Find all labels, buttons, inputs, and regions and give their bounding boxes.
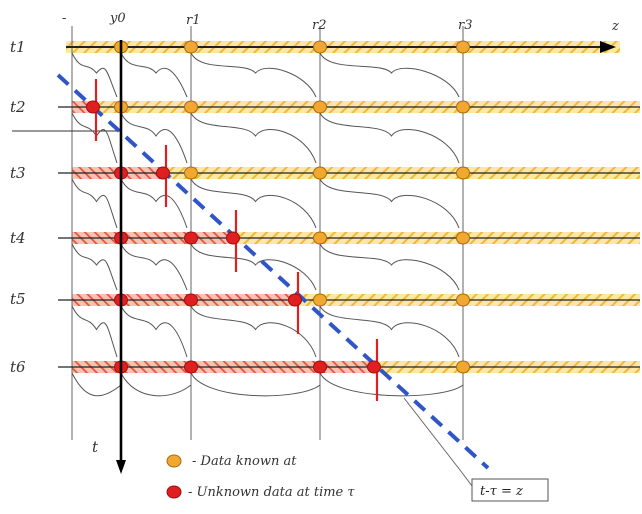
point-row-6-col-4 <box>456 360 470 374</box>
axis-top-label-z: z <box>611 19 619 34</box>
arrow-r4-c3 <box>190 243 317 291</box>
data-points <box>86 40 470 374</box>
arrow-r1-c2 <box>120 52 188 98</box>
arrow-r5-c1 <box>71 305 118 358</box>
propagation-arrows <box>71 52 464 397</box>
arrow-bottom-2 <box>120 372 192 397</box>
row-label-t2: t2 <box>10 98 26 116</box>
column-labels: - y0 r1 r2 r3 z <box>62 11 619 34</box>
column-label-y0: y0 <box>109 11 126 26</box>
arrow-bottom-4 <box>319 372 464 397</box>
arrow-r2-c2 <box>120 112 188 164</box>
axis-top-left-label: - <box>62 11 66 26</box>
boundary-label-box <box>471 478 549 502</box>
arrow-r2-c4 <box>319 112 460 164</box>
arrow-r4-c2 <box>120 243 188 291</box>
arrow-r2-c3 <box>190 112 317 164</box>
boundary-point-row-5 <box>288 293 302 307</box>
arrow-bottom-3 <box>190 372 321 397</box>
point-row-5-col-4 <box>456 293 470 307</box>
point-row-2-col-2 <box>184 100 198 114</box>
row-lines <box>12 46 640 368</box>
point-row-1-col-4 <box>456 40 470 54</box>
point-row-4-col-3 <box>313 231 327 245</box>
point-row-1-col-3 <box>313 40 327 54</box>
point-row-4-col-2 <box>184 231 198 245</box>
legend-unknown-label: - Unknown data at time τ <box>188 485 355 500</box>
row-label-t5: t5 <box>10 290 26 308</box>
boundary-callout: t-τ = z <box>403 397 549 502</box>
boundary-dashed-line <box>56 73 490 470</box>
boundary-point-row-6 <box>367 360 381 374</box>
arrow-r3-c3 <box>190 178 317 229</box>
row-label-t6: t6 <box>10 358 26 376</box>
arrow-r3-c1 <box>71 178 118 229</box>
point-row-2-col-4 <box>456 100 470 114</box>
point-row-6-col-2 <box>184 360 198 374</box>
arrow-r1-c1 <box>71 52 118 98</box>
row-bands <box>66 41 640 373</box>
time-axis-arrow <box>116 460 126 474</box>
arrow-r4-c1 <box>71 243 118 291</box>
row-labels: t1 t2 t3 t4 t5 t6 <box>10 38 26 376</box>
arrow-r3-c2 <box>120 178 188 229</box>
arrow-r4-c4 <box>319 243 460 291</box>
boundary-point-row-2 <box>86 100 100 114</box>
boundary-point-row-4 <box>226 231 240 245</box>
boundary-label: t-τ = z <box>480 484 523 499</box>
legend: - Data known at - Unknown data at time τ <box>166 454 355 500</box>
row-label-t3: t3 <box>10 164 26 182</box>
legend-known-dot <box>166 454 182 468</box>
arrow-r5-c4 <box>319 305 460 358</box>
column-label-r3: r3 <box>458 18 473 33</box>
arrow-bottom-1 <box>71 372 122 397</box>
point-row-3-col-2 <box>184 166 198 180</box>
legend-known-label: - Data known at <box>192 454 297 469</box>
point-row-1-col-2 <box>184 40 198 54</box>
row-label-t1: t1 <box>10 38 26 56</box>
point-row-6-col-3 <box>313 360 327 374</box>
point-row-2-col-3 <box>313 100 327 114</box>
point-row-5-col-2 <box>184 293 198 307</box>
arrow-r1-c4 <box>319 52 460 98</box>
z-axis-arrow <box>600 41 616 53</box>
point-row-4-col-4 <box>456 231 470 245</box>
arrow-r5-c2 <box>120 305 188 358</box>
legend-unknown-dot <box>166 485 182 499</box>
column-label-r1: r1 <box>186 13 201 28</box>
row-label-t4: t4 <box>10 229 26 247</box>
column-label-r2: r2 <box>312 18 327 33</box>
arrow-r5-c3 <box>190 305 317 358</box>
axis-down-label: t <box>92 438 99 456</box>
boundary-point-row-3 <box>156 166 170 180</box>
point-row-3-col-3 <box>313 166 327 180</box>
point-row-3-col-4 <box>456 166 470 180</box>
point-row-5-col-3 <box>313 293 327 307</box>
arrow-r1-c3 <box>190 52 317 98</box>
arrow-r3-c4 <box>319 178 460 229</box>
